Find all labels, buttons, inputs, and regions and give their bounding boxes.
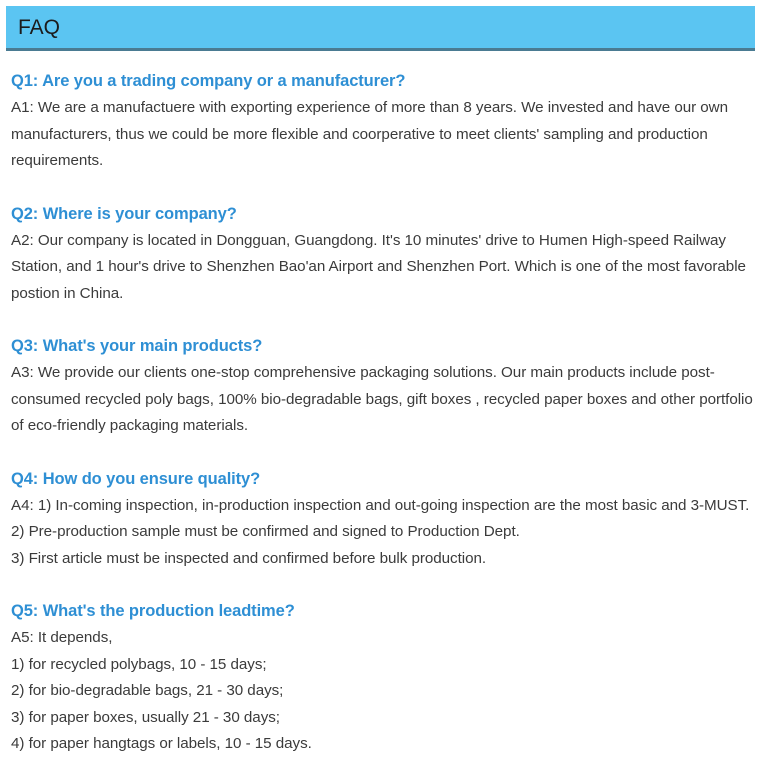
faq-answer-line: 2) Pre-production sample must be confirm… bbox=[11, 523, 520, 540]
page-title: FAQ bbox=[18, 16, 61, 39]
faq-answer-q2: A2: Our company is located in Dongguan, … bbox=[11, 228, 753, 308]
faq-question-q2: Q2: Where is your company? bbox=[11, 204, 237, 223]
section-spacer bbox=[11, 449, 753, 466]
faq-list: Q1: Are you a trading company or a manuf… bbox=[11, 68, 753, 758]
faq-question-q5: Q5: What's the production leadtime? bbox=[11, 602, 295, 620]
faq-answer-line: A4: 1) In-coming inspection, in-producti… bbox=[11, 496, 750, 514]
faq-item-q4: Q4: How do you ensure quality? A4: 1) In… bbox=[11, 466, 753, 573]
faq-question-q4: Q4: How do you ensure quality? bbox=[11, 469, 261, 488]
section-spacer bbox=[11, 316, 753, 333]
faq-answer-q3: A3: We provide our clients one-stop comp… bbox=[11, 360, 753, 440]
section-spacer bbox=[11, 581, 753, 598]
faq-item-q5: Q5: What's the production leadtime? A5: … bbox=[11, 598, 753, 758]
faq-question-q1: Q1: Are you a trading company or a manuf… bbox=[11, 72, 406, 90]
faq-item-q1: Q1: Are you a trading company or a manuf… bbox=[11, 68, 753, 175]
faq-item-q3: Q3: What's your main products? A3: We pr… bbox=[11, 333, 753, 440]
faq-answer-line: 3) First article must be inspected and c… bbox=[11, 549, 487, 567]
faq-answer-line: 1) for recycled polybags, 10 - 15 days; bbox=[11, 655, 267, 673]
faq-answer-line: A3: We provide our clients one-stop comp… bbox=[11, 364, 753, 434]
faq-item-q2: Q2: Where is your company? A2: Our compa… bbox=[11, 201, 753, 308]
faq-answer-q1: A1: We are a manufactuere with exporting… bbox=[11, 95, 753, 175]
faq-header-bar: FAQ bbox=[6, 6, 755, 51]
faq-answer-line: 2) for bio-degradable bags, 21 - 30 days… bbox=[11, 682, 284, 699]
faq-answer-line: A2: Our company is located in Dongguan, … bbox=[11, 231, 746, 302]
faq-answer-line: 3) for paper boxes, usually 21 - 30 days… bbox=[11, 708, 280, 726]
faq-question-q3: Q3: What's your main products? bbox=[11, 337, 263, 355]
faq-answer-q4: A4: 1) In-coming inspection, in-producti… bbox=[11, 493, 753, 573]
faq-answer-line: A5: It depends, bbox=[11, 629, 113, 646]
faq-answer-line: A1: We are a manufactuere with exporting… bbox=[11, 99, 728, 169]
faq-answer-q5: A5: It depends, 1) for recycled polybags… bbox=[11, 625, 753, 758]
section-spacer bbox=[11, 184, 753, 201]
faq-answer-line: 4) for paper hangtags or labels, 10 - 15… bbox=[11, 735, 312, 752]
